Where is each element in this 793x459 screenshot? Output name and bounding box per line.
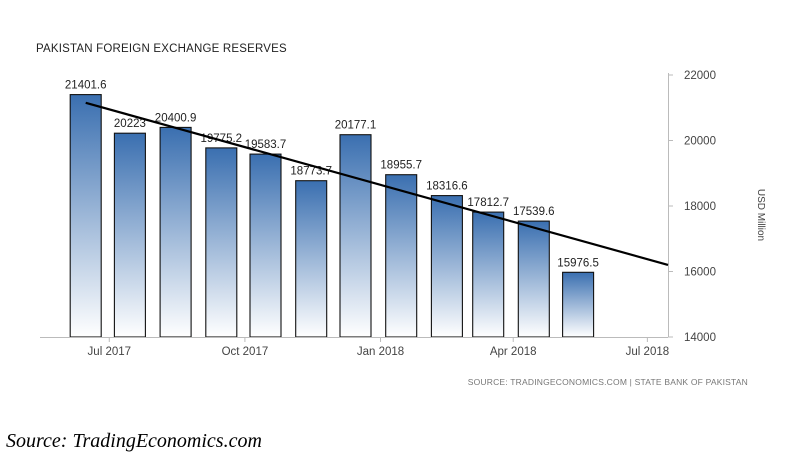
- bar-2018-01: [385, 174, 418, 338]
- data-label-2017-06: 21401.6: [65, 80, 107, 92]
- y-tick-label-20000: 20000: [684, 136, 716, 148]
- x-tick-label-2018-04-01: Apr 2018: [490, 346, 537, 358]
- data-label-2018-02: 18316.6: [426, 181, 468, 193]
- bar-2017-11: [295, 180, 328, 338]
- axes-group: 14000 16000 18000 20000 22000 Jul 2017 Oct 201…: [40, 70, 716, 358]
- y-tick-label-22000: 22000: [684, 70, 716, 82]
- data-label-2018-03: 17812.7: [467, 197, 509, 209]
- bar-2017-08: [159, 126, 192, 338]
- source-note: SOURCE: TRADINGECONOMICS.COM | STATE BAN…: [468, 377, 748, 387]
- data-label-2017-07: 20223: [114, 118, 146, 130]
- data-label-2018-04: 17539.6: [513, 206, 555, 218]
- data-label-2018-05: 15976.5: [557, 257, 599, 269]
- bar-2017-07: [113, 132, 146, 338]
- data-label-2017-09: 19775.2: [201, 133, 243, 145]
- data-label-2017-10: 19583.7: [245, 139, 287, 151]
- data-label-2017-11: 18773.7: [290, 166, 332, 178]
- x-tick-label-2017-10-01: Oct 2017: [222, 346, 269, 358]
- data-label-2018-01: 18955.7: [380, 160, 422, 172]
- x-tick-label-2018-01-01: Jan 2018: [357, 346, 404, 358]
- x-tick-label-2017-07-01: Jul 2017: [88, 346, 131, 358]
- bar-2017-10: [249, 153, 282, 338]
- bar-2017-12: [339, 134, 372, 338]
- trendline-group: [85, 101, 669, 266]
- bar-2017-09: [205, 147, 238, 338]
- y-axis-label: USD Million: [755, 189, 766, 241]
- data-label-2017-08: 20400.9: [155, 112, 197, 124]
- caption: Source: TradingEconomics.com: [6, 430, 262, 452]
- data-label-2017-12: 20177.1: [335, 120, 377, 132]
- bar-2018-03: [472, 211, 505, 338]
- x-tick-label-2018-07-01: Jul 2018: [626, 346, 669, 358]
- y-tick-label-16000: 16000: [684, 267, 716, 279]
- trend-line: [85, 101, 669, 266]
- bar-2018-05: [562, 271, 595, 338]
- y-tick-label-18000: 18000: [684, 201, 716, 213]
- chart-title: PAKISTAN FOREIGN EXCHANGE RESERVES: [36, 43, 287, 55]
- y-tick-label-14000: 14000: [684, 332, 716, 344]
- bar-2018-02: [430, 195, 463, 338]
- bar-2017-06: [69, 94, 102, 338]
- bar-2018-04: [517, 220, 550, 338]
